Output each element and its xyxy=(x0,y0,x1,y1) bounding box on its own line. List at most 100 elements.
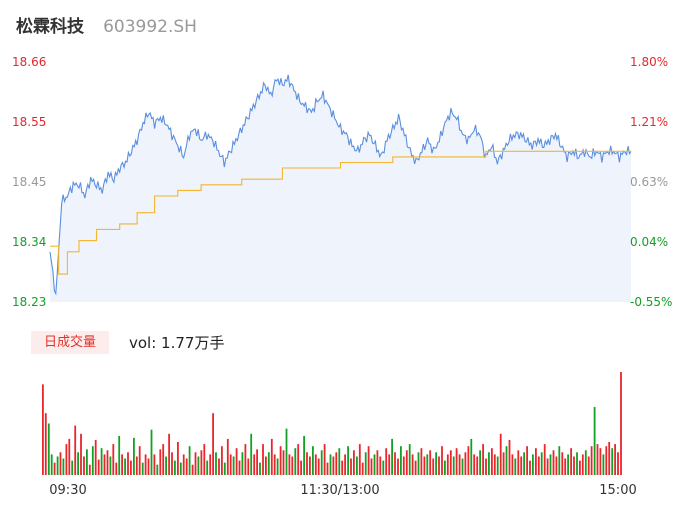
volume-bar xyxy=(426,454,429,475)
volume-bar xyxy=(253,454,256,475)
volume-bar xyxy=(570,448,572,475)
volume-bar xyxy=(162,444,165,475)
volume-bar xyxy=(62,458,65,475)
volume-bar xyxy=(267,452,270,475)
volume-bar xyxy=(364,452,367,475)
volume-bar xyxy=(579,460,581,475)
x-tick-label: 09:30 xyxy=(49,483,86,498)
volume-bar xyxy=(432,458,435,475)
volume-bar xyxy=(47,423,50,475)
volume-bar xyxy=(458,454,461,475)
volume-bar xyxy=(614,444,616,475)
volume-bar xyxy=(218,458,220,475)
volume-bar xyxy=(605,446,608,475)
volume-bar xyxy=(511,454,514,475)
volume-bar xyxy=(467,446,470,475)
volume-bar xyxy=(303,435,305,475)
volume-bar xyxy=(279,446,282,475)
volume-bar xyxy=(523,452,525,475)
volume-bar xyxy=(306,452,308,475)
volume-bar xyxy=(400,446,402,475)
volume-bar xyxy=(241,452,244,475)
volume-bar xyxy=(335,452,338,475)
volume-bar xyxy=(590,446,593,475)
volume-bar xyxy=(297,444,300,475)
volume-bar xyxy=(121,454,123,475)
y-pct-tick: 0.04% xyxy=(630,235,668,249)
volume-bar xyxy=(229,454,232,475)
volume-bar xyxy=(482,444,484,475)
volume-bar xyxy=(50,454,53,475)
volume-bar xyxy=(429,450,432,475)
volume-bar xyxy=(259,462,261,475)
y-pct-tick: -0.55% xyxy=(630,295,672,309)
x-tick-label: 15:00 xyxy=(599,483,636,498)
volume-bar xyxy=(153,454,156,475)
volume-bar xyxy=(564,458,567,475)
volume-bar xyxy=(388,454,391,475)
volume-bar xyxy=(373,454,376,475)
volume-bar xyxy=(256,449,258,476)
y-price-tick: 18.55 xyxy=(12,115,46,129)
volume-bar xyxy=(423,456,426,475)
volume-bar xyxy=(546,458,549,475)
volume-bar xyxy=(150,429,153,475)
volume-bar xyxy=(444,460,446,475)
volume-bar xyxy=(185,458,188,475)
volume-bar xyxy=(56,456,59,475)
volume-bar xyxy=(165,456,167,475)
volume-bar xyxy=(138,446,141,475)
volume-bar xyxy=(309,456,311,475)
y-pct-tick: 0.63% xyxy=(630,175,668,189)
volume-bar xyxy=(479,450,481,475)
volume-bar xyxy=(223,462,226,475)
volume-bar xyxy=(535,448,537,475)
volume-period-tab[interactable]: 日成交量 xyxy=(31,331,109,354)
y-price-tick: 18.34 xyxy=(12,235,46,249)
volume-bar xyxy=(65,444,68,475)
volume-bar xyxy=(144,454,147,475)
volume-bar xyxy=(71,460,74,475)
volume-bar xyxy=(576,452,578,475)
volume-bar xyxy=(488,452,490,475)
volume-bar xyxy=(529,460,531,475)
volume-bar xyxy=(215,452,217,475)
volume-bar xyxy=(106,450,109,475)
volume-bar xyxy=(124,458,126,475)
x-axis: 09:30 11:30/13:00 15:00 xyxy=(49,483,636,498)
volume-bar xyxy=(203,444,206,475)
volume-bar xyxy=(332,456,335,475)
stock-name: 松霖科技 xyxy=(16,17,84,37)
volume-bar xyxy=(314,454,317,475)
volume-bar xyxy=(587,456,590,475)
volume-bar xyxy=(235,448,238,475)
volume-bar xyxy=(581,454,584,475)
volume-bar xyxy=(300,460,302,475)
volume-bar xyxy=(526,446,528,475)
volume-bar xyxy=(382,460,385,475)
volume-bar xyxy=(171,452,173,475)
volume-bar xyxy=(97,459,100,475)
volume-bar xyxy=(493,454,496,475)
volume-bar xyxy=(168,433,170,475)
volume-bar xyxy=(77,452,79,475)
volume-bar xyxy=(414,460,417,475)
volume-bar xyxy=(326,462,329,475)
volume-bar xyxy=(367,446,370,475)
volume-bar xyxy=(596,444,599,475)
volume-bar xyxy=(212,413,214,475)
volume-bar xyxy=(549,454,552,475)
volume-bar xyxy=(221,446,223,475)
stock-code: 603992.SH xyxy=(103,17,197,37)
volume-bar xyxy=(435,452,437,475)
volume-bar xyxy=(109,456,112,475)
volume-bar xyxy=(543,444,546,475)
volume-bar xyxy=(323,444,326,475)
volume-bar xyxy=(188,446,191,475)
volume-bar xyxy=(115,462,118,475)
volume-bar xyxy=(402,456,405,475)
volume-bar xyxy=(42,384,44,475)
volume-bar xyxy=(179,462,182,475)
volume-bar xyxy=(191,464,194,475)
volume-bar xyxy=(103,454,106,475)
